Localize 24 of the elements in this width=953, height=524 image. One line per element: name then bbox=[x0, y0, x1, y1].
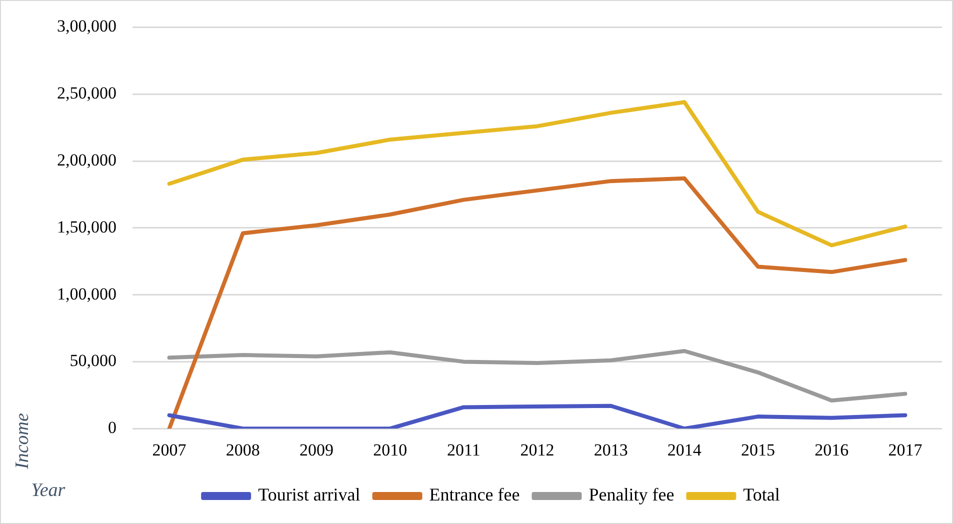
x-tick-label: 2014 bbox=[667, 440, 702, 460]
legend-label: Total bbox=[743, 484, 780, 505]
y-tick-label: 1,50,000 bbox=[57, 217, 116, 236]
x-tick-label: 2013 bbox=[594, 440, 628, 460]
x-tick-label: 2007 bbox=[152, 440, 187, 460]
y-axis-title: Income bbox=[12, 413, 33, 470]
x-tick-label: 2012 bbox=[520, 440, 554, 460]
y-tick-label: 0 bbox=[108, 418, 116, 438]
x-tick-label: 2015 bbox=[741, 440, 776, 460]
y-tick-label: 3,00,000 bbox=[57, 16, 116, 36]
x-tick-label: 2010 bbox=[373, 440, 408, 460]
y-tick-label: 2,50,000 bbox=[57, 84, 116, 103]
x-tick-label: 2008 bbox=[226, 440, 260, 460]
y-tick-label: 50,000 bbox=[70, 351, 116, 370]
legend-label: Tourist arrival bbox=[258, 484, 360, 505]
x-tick-label: 2009 bbox=[299, 440, 334, 460]
legend-label: Penality fee bbox=[588, 484, 674, 505]
y-tick-label: 2,00,000 bbox=[57, 150, 116, 170]
x-axis-title: Year bbox=[31, 480, 66, 501]
y-tick-label: 1,00,000 bbox=[57, 284, 116, 304]
x-tick-label: 2017 bbox=[888, 440, 923, 460]
x-tick-label: 2016 bbox=[814, 440, 849, 460]
legend-label: Entrance fee bbox=[429, 484, 520, 505]
x-tick-label: 2011 bbox=[446, 440, 480, 460]
